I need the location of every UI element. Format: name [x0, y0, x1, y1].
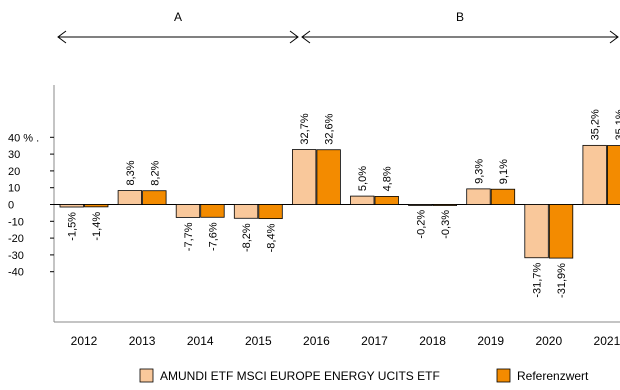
benchmark-bar: [142, 190, 167, 205]
y-tick-label: 0: [8, 200, 14, 212]
x-tick-label: 2012: [71, 334, 98, 348]
benchmark-value-label: 32,6%: [324, 113, 336, 144]
benchmark-bar: [548, 204, 574, 259]
fund-value-label: 32,7%: [299, 113, 311, 144]
benchmark-value-label: 35,1%: [614, 109, 620, 140]
benchmark-bar: [432, 204, 458, 206]
fund-bar: [117, 190, 142, 205]
fund-bar: [175, 204, 201, 218]
benchmark-value-label: -8,4%: [266, 223, 278, 252]
benchmark-bar: [258, 204, 283, 220]
y-tick-label: 30: [8, 149, 20, 161]
y-tick-label: -10: [8, 216, 24, 228]
x-tick-label: 2019: [477, 334, 504, 348]
fund-value-label: -0,2%: [415, 210, 427, 239]
legend-swatch-benchmark: [496, 368, 511, 383]
fund-bar: [350, 195, 375, 205]
benchmark-bar: [200, 204, 225, 218]
benchmark-bar: [607, 145, 620, 205]
benchmark-value-label: -1,4%: [91, 212, 103, 241]
fund-value-label: 8,3%: [125, 160, 137, 185]
y-tick-label: -30: [8, 250, 24, 262]
fund-bar: [582, 144, 607, 205]
x-tick-label: 2021: [594, 334, 620, 348]
fund-value-label: -8,2%: [241, 223, 253, 252]
fund-bar: [524, 204, 549, 259]
period-arrow-head-left: [57, 30, 67, 44]
x-tick-label: 2020: [535, 334, 562, 348]
fund-value-label: -31,7%: [532, 263, 544, 298]
fund-value-label: -7,7%: [183, 222, 195, 251]
benchmark-value-label: 8,2%: [149, 160, 161, 185]
y-tick-label: -20: [8, 233, 24, 245]
x-tick-label: 2016: [303, 334, 330, 348]
benchmark-value-label: 9,1%: [498, 159, 510, 184]
benchmark-value-label: -0,3%: [440, 210, 452, 239]
fund-bar: [408, 204, 433, 206]
fund-bar: [291, 149, 317, 205]
benchmark-value-label: -31,9%: [556, 263, 568, 298]
x-tick-label: 2014: [187, 334, 214, 348]
y-tick-label: -40: [8, 267, 24, 279]
legend-label-benchmark: Referenzwert: [517, 369, 589, 383]
benchmark-value-label: -7,6%: [207, 222, 219, 251]
x-tick-label: 2017: [361, 334, 388, 348]
fund-value-label: 35,2%: [590, 109, 602, 140]
legend-label-fund: AMUNDI ETF MSCI EUROPE ENERGY UCITS ETF: [160, 369, 440, 383]
period-arrow-head-right: [609, 30, 619, 44]
x-tick-label: 2013: [129, 334, 156, 348]
fund-bar: [59, 204, 84, 208]
period-arrow-head-left: [301, 30, 311, 44]
y-tick-label: 40 % .: [8, 132, 39, 144]
benchmark-value-label: 4,8%: [382, 166, 394, 191]
fund-bar: [233, 204, 259, 219]
fund-value-label: 5,0%: [357, 166, 369, 191]
fund-value-label: -1,5%: [67, 212, 79, 241]
benchmark-bar: [490, 188, 516, 205]
period-label: A: [174, 10, 182, 24]
benchmark-bar: [84, 204, 109, 208]
legend-swatch-fund: [139, 368, 154, 383]
period-arrow-head-right: [289, 30, 299, 44]
y-tick-label: 10: [8, 183, 20, 195]
x-tick-label: 2018: [419, 334, 446, 348]
y-tick-label: 20: [8, 166, 20, 178]
period-label: B: [456, 10, 464, 24]
benchmark-bar: [374, 196, 399, 205]
benchmark-bar: [316, 149, 341, 205]
fund-bar: [466, 188, 491, 205]
x-tick-label: 2015: [245, 334, 272, 348]
fund-value-label: 9,3%: [473, 159, 485, 184]
